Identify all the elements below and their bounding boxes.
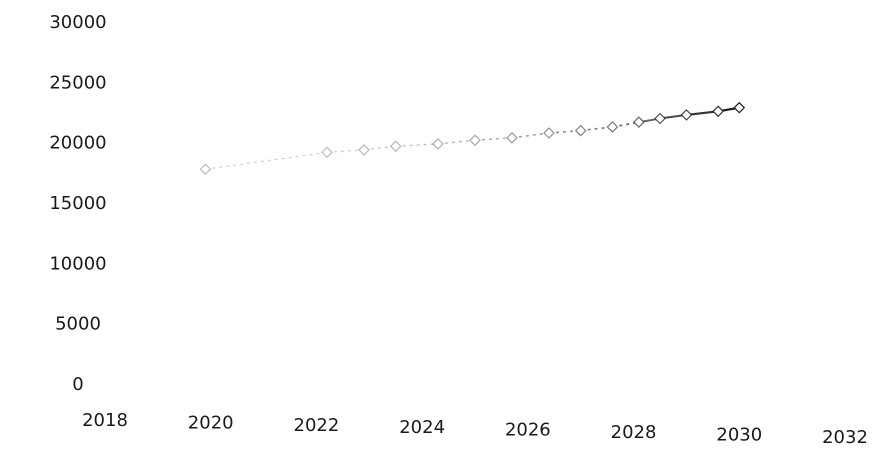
data-point-marker <box>574 124 587 137</box>
series-line-segment <box>437 139 476 145</box>
x-axis-tick-labels: 2018 2020 2022 2024 2026 2028 2030 2032 <box>82 410 868 448</box>
x-tick-label: 2020 <box>188 412 234 433</box>
series-line-segment <box>474 137 513 141</box>
y-tick-label: 5000 <box>55 314 101 335</box>
x-tick-label: 2026 <box>505 420 551 441</box>
y-tick-label: 30000 <box>49 12 106 33</box>
data-point-marker <box>432 138 444 150</box>
data-point-marker <box>358 144 370 156</box>
series-line-segment <box>580 126 613 132</box>
y-tick-label: 20000 <box>49 133 106 154</box>
data-point-marker <box>606 121 619 133</box>
y-tick-label: 10000 <box>49 253 106 274</box>
data-point-marker <box>733 101 746 114</box>
y-tick-label: 15000 <box>49 193 106 214</box>
x-tick-label: 2024 <box>399 417 445 438</box>
series-line-segment <box>205 151 328 170</box>
x-tick-label: 2028 <box>611 422 657 443</box>
series-line-segment <box>511 132 550 139</box>
series-line-segment <box>686 110 719 116</box>
y-axis-tick-labels: 0 5000 10000 15000 20000 25000 30000 <box>49 12 106 395</box>
x-tick-label: 2018 <box>82 410 128 431</box>
series-line-segment <box>395 143 439 147</box>
data-point-marker <box>199 163 212 176</box>
data-point-marker <box>389 140 402 153</box>
y-tick-label: 25000 <box>49 72 106 93</box>
series-line-segment <box>326 149 365 153</box>
data-point-marker <box>321 146 333 159</box>
data-point-marker <box>633 116 645 129</box>
y-tick-label: 0 <box>72 374 83 395</box>
series-area <box>199 101 746 176</box>
data-point-marker <box>506 131 518 144</box>
x-tick-label: 2022 <box>294 415 340 436</box>
data-point-marker <box>680 109 693 121</box>
series-line-segment <box>548 129 581 134</box>
data-point-marker <box>654 112 666 125</box>
data-point-marker <box>543 127 555 139</box>
data-point-marker <box>469 134 481 147</box>
series-line-segment <box>363 145 396 151</box>
x-tick-label: 2030 <box>716 424 762 445</box>
data-point-marker <box>712 105 724 118</box>
x-tick-label: 2032 <box>822 427 868 448</box>
